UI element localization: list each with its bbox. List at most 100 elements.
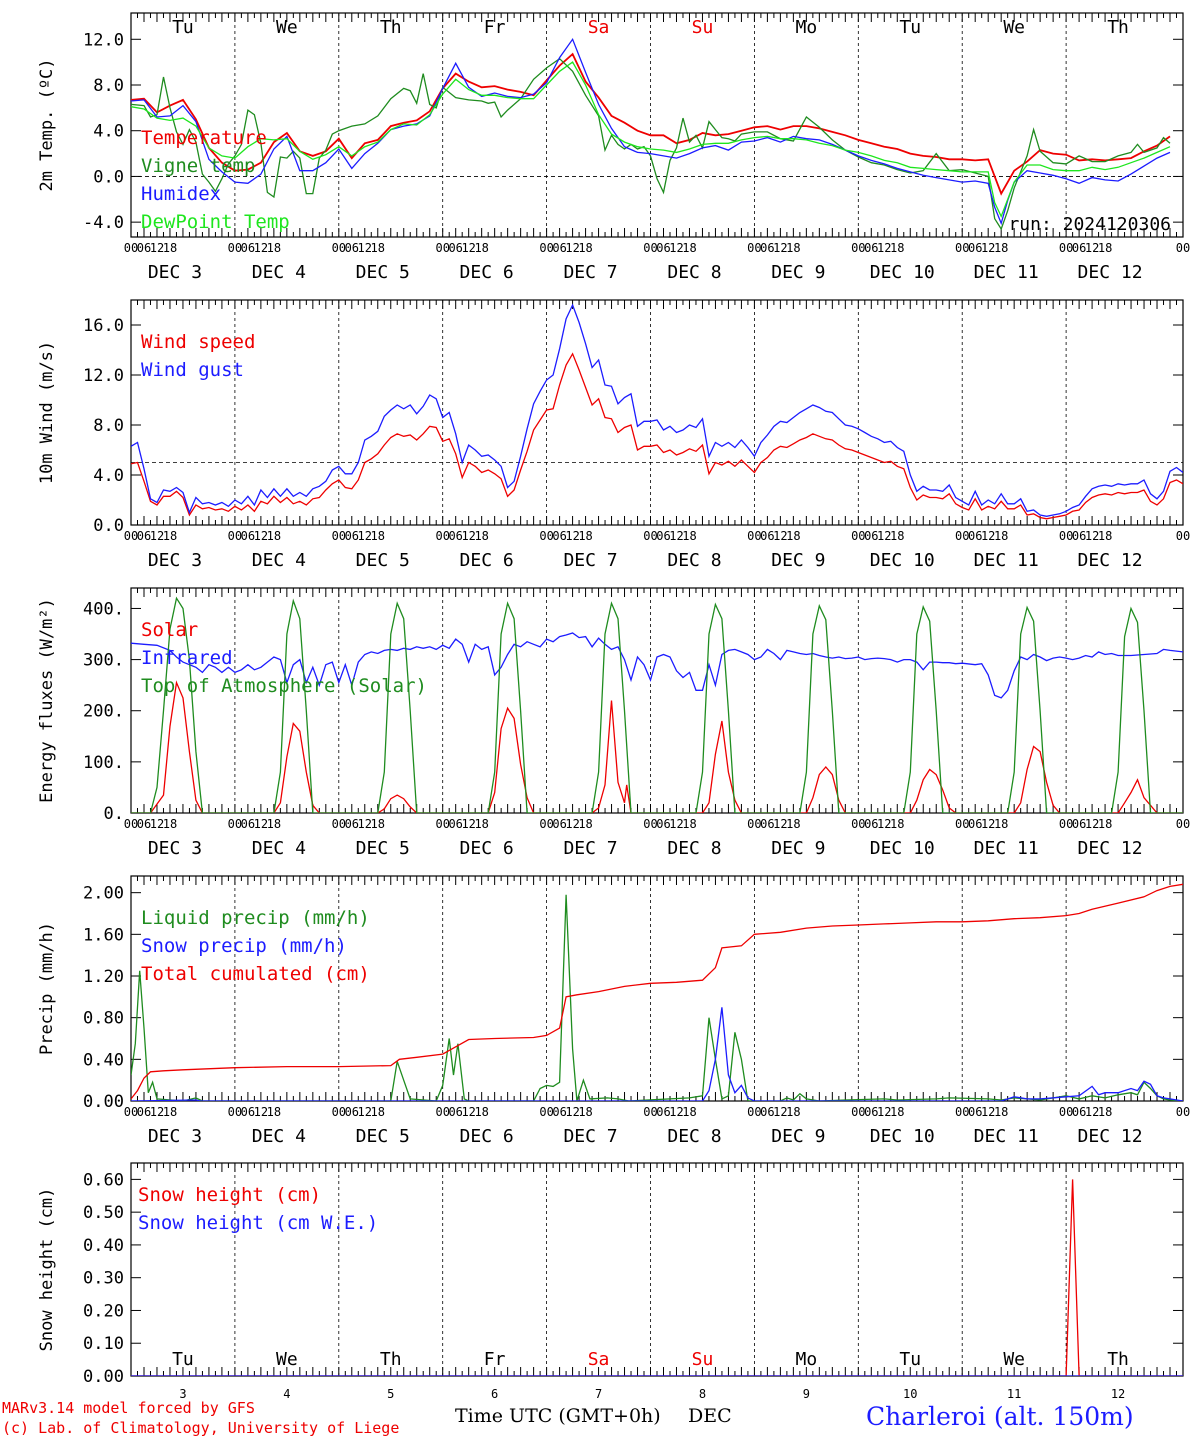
hour-tick-label: 00 (955, 241, 969, 255)
panel-energy: 0. 100. 200. 300. 400. Energy fluxes (W/m²) 00… (37, 587, 1190, 859)
hour-tick-label: 06 (345, 241, 359, 255)
day-number-label: 11 (1007, 1387, 1021, 1401)
hour-tick-label: 06 (345, 1105, 359, 1119)
hour-tick-label: 06 (345, 817, 359, 831)
y-tick-label: 0.50 (83, 1203, 124, 1223)
hour-tick-label: 18 (890, 817, 904, 831)
hour-tick-label: 00 (124, 529, 138, 543)
hour-tick-label: 12 (1085, 241, 1099, 255)
hour-tick-label: 06 (864, 241, 878, 255)
hour-tick-label: 06 (241, 1105, 255, 1119)
hour-tick-label: 12 (461, 241, 475, 255)
hour-tick-label: 06 (137, 817, 151, 831)
hour-tick-label: 00 (124, 817, 138, 831)
hour-tick-label: 12 (1085, 529, 1099, 543)
day-label: DEC 4 (252, 262, 306, 283)
weekday-label: We (276, 1349, 298, 1370)
hour-tick-label: 00 (851, 817, 865, 831)
day-label: DEC 7 (563, 838, 617, 859)
hour-tick-label: 06 (1072, 1105, 1086, 1119)
hour-tick-label: 18 (786, 1105, 800, 1119)
hour-tick-label: 06 (552, 817, 566, 831)
day-label: DEC 8 (667, 1126, 721, 1147)
weekday-label: Mo (796, 17, 818, 38)
hour-tick-label: 06 (968, 241, 982, 255)
hour-tick-label: 00 (228, 529, 242, 543)
y-tick-label: 0.40 (83, 1050, 124, 1070)
hour-tick-label: 18 (1098, 1105, 1112, 1119)
day-label: DEC 9 (771, 838, 825, 859)
day-number-label: 9 (803, 1387, 810, 1401)
y-axis-label: 10m Wind (m/s) (37, 341, 57, 484)
hour-tick-label: 12 (773, 1105, 787, 1119)
hour-tick-label: 12 (1085, 817, 1099, 831)
hour-tick-label: 00 (228, 817, 242, 831)
hour-tick-label: 12 (254, 241, 268, 255)
day-number-label: 6 (491, 1387, 498, 1401)
hour-tick-label: 00 (955, 1105, 969, 1119)
hour-tick-label: 18 (163, 817, 177, 831)
series-wind-gust (131, 303, 1183, 517)
hour-tick-label: 00 (955, 817, 969, 831)
legend-entry: Wind gust (141, 359, 244, 381)
day-label: DEC 11 (974, 262, 1039, 283)
weekday-label: Fr (484, 17, 506, 38)
hour-tick-label: 00 (1059, 241, 1073, 255)
hour-tick-label: 06 (345, 529, 359, 543)
hour-tick-label: 00 (435, 241, 449, 255)
day-label: DEC 9 (771, 550, 825, 571)
hour-tick-label: 18 (267, 529, 281, 543)
y-tick-label: 8.0 (93, 76, 124, 96)
day-label: DEC 4 (252, 838, 306, 859)
hour-tick-label: 12 (358, 817, 372, 831)
legend-entry: Wind speed (141, 331, 255, 353)
hour-tick-label: 18 (578, 241, 592, 255)
hour-tick-label: 06 (552, 241, 566, 255)
weekday-label: We (276, 17, 298, 38)
day-number-label: 8 (699, 1387, 706, 1401)
hour-tick-label: 12 (461, 817, 475, 831)
hour-tick-label: 18 (682, 241, 696, 255)
hour-tick-label: 00 (435, 1105, 449, 1119)
hour-tick-label: 06 (137, 241, 151, 255)
run-label: run: 2024120306 (1008, 214, 1171, 235)
hour-tick-label: 06 (864, 1105, 878, 1119)
day-number-label: 4 (283, 1387, 290, 1401)
series-temperature (131, 52, 1171, 196)
y-tick-label: 400. (83, 599, 124, 619)
hour-tick-label: 06 (137, 529, 151, 543)
hour-tick-label: 06 (241, 241, 255, 255)
hour-tick-label: 12 (565, 817, 579, 831)
hour-tick-label: 18 (786, 241, 800, 255)
series-infrared (131, 632, 1183, 699)
y-axis-label: Precip (mm/h) (37, 922, 57, 1055)
hour-tick-label: 00 (851, 1105, 865, 1119)
y-tick-label: -4.0 (83, 213, 124, 233)
weekday-label: Su (692, 1349, 714, 1370)
hour-tick-label: 00 (435, 529, 449, 543)
hour-tick-label: 06 (864, 529, 878, 543)
day-label: DEC 8 (667, 550, 721, 571)
y-tick-label: 0.0 (93, 516, 124, 536)
day-label: DEC 3 (148, 262, 202, 283)
y-tick-label: 0.0 (93, 167, 124, 187)
weekday-label: Su (692, 17, 714, 38)
hour-tick-label: 00 (1059, 529, 1073, 543)
hour-tick-label: 12 (877, 241, 891, 255)
hour-tick-label: 00 (1176, 817, 1190, 831)
legend-entry: DewPoint Temp (141, 211, 290, 233)
hour-tick-label: 00 (332, 817, 346, 831)
hour-tick-label: 00 (228, 1105, 242, 1119)
hour-tick-label: 06 (760, 241, 774, 255)
hour-tick-label: 06 (552, 1105, 566, 1119)
hour-tick-label: 12 (254, 817, 268, 831)
day-number-label: 10 (903, 1387, 917, 1401)
hour-tick-label: 00 (955, 529, 969, 543)
series-vigne-temp (131, 57, 1171, 231)
hour-tick-label: 06 (656, 817, 670, 831)
hour-tick-label: 18 (682, 1105, 696, 1119)
hour-tick-label: 12 (358, 529, 372, 543)
hour-tick-label: 00 (747, 1105, 761, 1119)
day-label: DEC 12 (1078, 262, 1143, 283)
hour-tick-label: 18 (163, 1105, 177, 1119)
